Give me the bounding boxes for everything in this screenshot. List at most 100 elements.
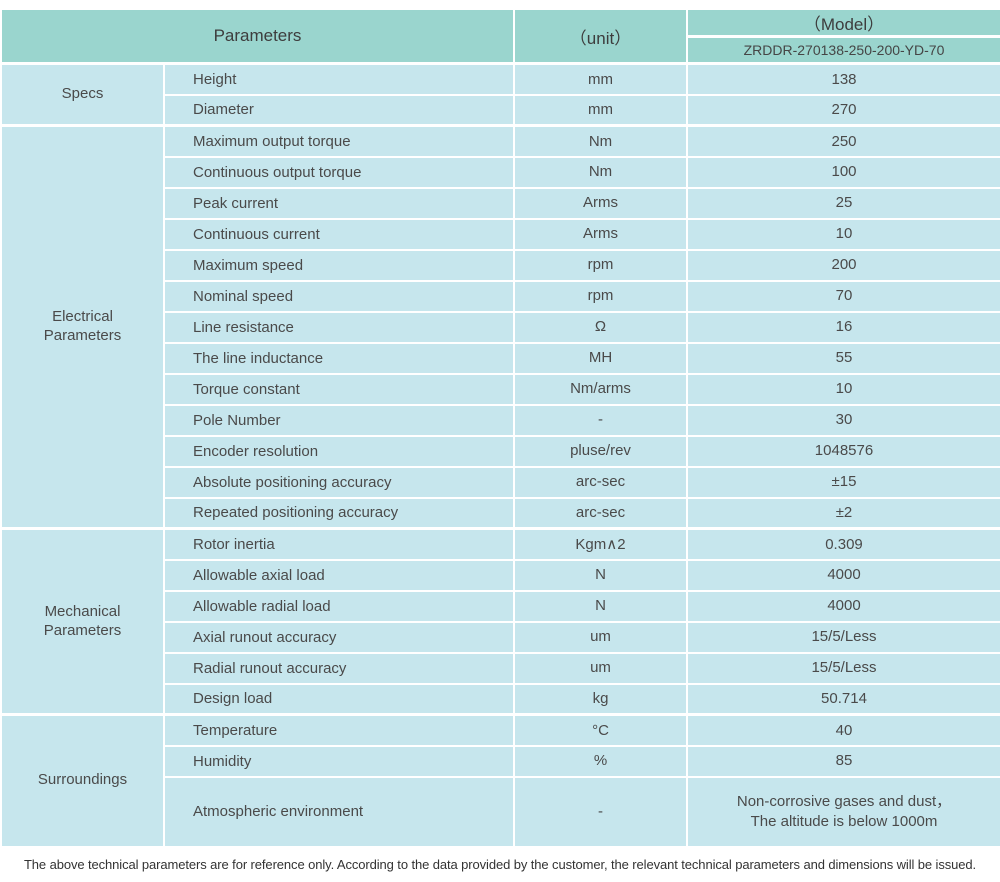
unit-cell: Arms — [513, 217, 688, 251]
value-cell: Non-corrosive gases and dust， The altitu… — [686, 775, 1000, 848]
value-cell: 100 — [686, 155, 1000, 189]
value-cell: ±15 — [686, 465, 1000, 499]
param-cell: The line inductance — [163, 341, 515, 375]
table-header: Parameters （unit） （Model） ZRDDR-270138-2… — [0, 8, 1000, 65]
group-label-electrical: Electrical Parameters — [0, 124, 165, 530]
table-row: Atmospheric environment - Non-corrosive … — [1, 775, 1000, 848]
header-model-number: ZRDDR-270138-250-200-YD-70 — [686, 35, 1000, 65]
unit-cell: um — [513, 620, 688, 654]
table-row: Diameter mm 270 — [1, 93, 1000, 127]
unit-cell: Ω — [513, 310, 688, 344]
header-model: （Model） — [686, 8, 1000, 38]
table-row: Continuous current Arms 10 — [1, 217, 1000, 251]
header-unit: （unit） — [513, 8, 688, 65]
value-cell: 10 — [686, 217, 1000, 251]
spec-table: Parameters （unit） （Model） ZRDDR-270138-2… — [0, 8, 1000, 848]
param-cell: Nominal speed — [163, 279, 515, 313]
unit-cell: Kgm∧2 — [513, 527, 688, 561]
unit-cell: N — [513, 589, 688, 623]
group-label-mechanical: Mechanical Parameters — [0, 527, 165, 716]
unit-cell: N — [513, 558, 688, 592]
table-row: Allowable radial load N 4000 — [1, 589, 1000, 623]
table-row: Radial runout accuracy um 15/5/Less — [1, 651, 1000, 685]
param-cell: Allowable radial load — [163, 589, 515, 623]
unit-cell: um — [513, 651, 688, 685]
table-row: Continuous output torque Nm 100 — [1, 155, 1000, 189]
table-row: Surroundings Temperature °C 40 — [0, 713, 1000, 848]
value-cell: 55 — [686, 341, 1000, 375]
value-cell: 250 — [686, 124, 1000, 158]
value-cell: 4000 — [686, 558, 1000, 592]
group-label-surroundings: Surroundings — [0, 713, 165, 848]
value-cell: ±2 — [686, 496, 1000, 530]
value-cell: 4000 — [686, 589, 1000, 623]
unit-cell: rpm — [513, 248, 688, 282]
param-cell: Temperature — [163, 713, 515, 747]
param-cell: Maximum output torque — [163, 124, 515, 158]
table-row: Electrical Parameters Maximum output tor… — [0, 124, 1000, 530]
param-cell: Repeated positioning accuracy — [163, 496, 515, 530]
param-cell: Line resistance — [163, 310, 515, 344]
table-row: Absolute positioning accuracy arc-sec ±1… — [1, 465, 1000, 499]
param-cell: Atmospheric environment — [163, 775, 515, 848]
footer-note: The above technical parameters are for r… — [23, 856, 977, 872]
value-cell: 40 — [686, 713, 1000, 747]
unit-cell: Arms — [513, 186, 688, 220]
param-cell: Continuous output torque — [163, 155, 515, 189]
value-cell: 30 — [686, 403, 1000, 437]
value-cell: 16 — [686, 310, 1000, 344]
unit-cell: arc-sec — [513, 496, 688, 530]
table-row: Specs Height mm 138 — [0, 62, 1000, 127]
param-cell: Allowable axial load — [163, 558, 515, 592]
param-cell: Continuous current — [163, 217, 515, 251]
group-label-specs: Specs — [0, 62, 165, 127]
param-cell: Encoder resolution — [163, 434, 515, 468]
table-row: Nominal speed rpm 70 — [1, 279, 1000, 313]
value-cell: 25 — [686, 186, 1000, 220]
value-cell: 1048576 — [686, 434, 1000, 468]
param-cell: Diameter — [163, 93, 515, 127]
table-row: Peak current Arms 25 — [1, 186, 1000, 220]
unit-cell: MH — [513, 341, 688, 375]
table-row: Maximum speed rpm 200 — [1, 248, 1000, 282]
value-cell: 50.714 — [686, 682, 1000, 716]
param-cell: Pole Number — [163, 403, 515, 437]
param-cell: Rotor inertia — [163, 527, 515, 561]
table-row: Encoder resolution pluse/rev 1048576 — [1, 434, 1000, 468]
param-cell: Absolute positioning accuracy — [163, 465, 515, 499]
value-cell: 70 — [686, 279, 1000, 313]
param-cell: Design load — [163, 682, 515, 716]
table-row: Pole Number - 30 — [1, 403, 1000, 437]
value-cell: 10 — [686, 372, 1000, 406]
param-cell: Peak current — [163, 186, 515, 220]
table-row: The line inductance MH 55 — [1, 341, 1000, 375]
unit-cell: mm — [513, 93, 688, 127]
value-cell: 200 — [686, 248, 1000, 282]
unit-cell: Nm — [513, 124, 688, 158]
unit-cell: - — [513, 403, 688, 437]
table-row: Torque constant Nm/arms 10 — [1, 372, 1000, 406]
value-cell: 270 — [686, 93, 1000, 127]
value-cell: 85 — [686, 744, 1000, 778]
unit-cell: kg — [513, 682, 688, 716]
value-cell: 15/5/Less — [686, 651, 1000, 685]
param-cell: Humidity — [163, 744, 515, 778]
param-cell: Axial runout accuracy — [163, 620, 515, 654]
table-row: Design load kg 50.714 — [1, 682, 1000, 716]
table-row: Humidity % 85 — [1, 744, 1000, 778]
value-cell: 138 — [686, 62, 1000, 96]
param-cell: Height — [163, 62, 515, 96]
unit-cell: arc-sec — [513, 465, 688, 499]
table-row: Mechanical Parameters Rotor inertia Kgm∧… — [0, 527, 1000, 716]
unit-cell: % — [513, 744, 688, 778]
table-row: Allowable axial load N 4000 — [1, 558, 1000, 592]
table-row: Repeated positioning accuracy arc-sec ±2 — [1, 496, 1000, 530]
unit-cell: °C — [513, 713, 688, 747]
unit-cell: pluse/rev — [513, 434, 688, 468]
value-cell: 0.309 — [686, 527, 1000, 561]
unit-cell: Nm/arms — [513, 372, 688, 406]
table-row: Line resistance Ω 16 — [1, 310, 1000, 344]
unit-cell: rpm — [513, 279, 688, 313]
table-row: Axial runout accuracy um 15/5/Less — [1, 620, 1000, 654]
param-cell: Maximum speed — [163, 248, 515, 282]
